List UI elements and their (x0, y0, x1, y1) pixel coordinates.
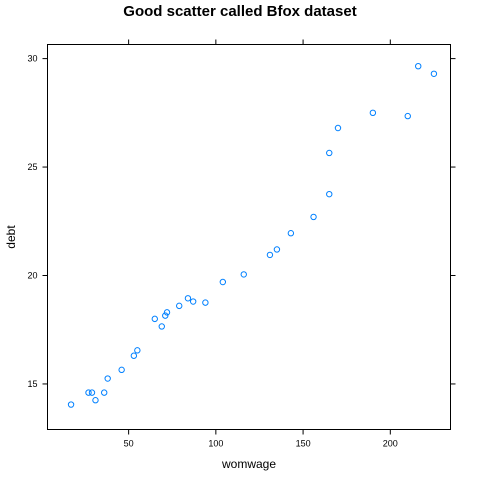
x-tick-label: 200 (383, 439, 398, 449)
data-point (334, 124, 342, 132)
y-axis-ticks: 15 20 25 30 (27, 54, 456, 389)
y-tick-label: 15 (27, 379, 37, 389)
data-point (162, 312, 169, 319)
data-point (151, 315, 158, 323)
data-point (430, 70, 438, 77)
data-point (202, 299, 209, 306)
data-point (240, 271, 247, 278)
data-point (92, 397, 99, 404)
data-point (134, 347, 141, 354)
data-point (273, 246, 281, 253)
data-point (326, 190, 333, 198)
plot-frame (47, 44, 451, 430)
y-tick-label: 30 (27, 54, 37, 64)
y-axis-label: debt (4, 225, 18, 249)
data-point (118, 366, 125, 374)
x-tick-label: 50 (124, 439, 134, 449)
data-points (67, 62, 438, 408)
data-point (85, 389, 92, 396)
data-point (100, 389, 108, 396)
x-tick-label: 100 (208, 439, 223, 449)
data-point (326, 149, 333, 157)
data-point (67, 401, 75, 408)
data-point (415, 62, 422, 70)
data-point (184, 295, 192, 302)
x-tick-label: 150 (296, 439, 311, 449)
data-point (176, 302, 183, 310)
data-point (158, 323, 165, 330)
data-point (189, 298, 197, 305)
x-axis-ticks: 50 100 150 200 (124, 39, 398, 449)
y-tick-label: 25 (27, 162, 37, 172)
data-point (266, 251, 274, 259)
data-point (369, 109, 377, 117)
data-point (310, 213, 317, 221)
data-point (404, 112, 411, 120)
data-point (163, 309, 171, 316)
data-point (287, 230, 295, 237)
data-point (219, 278, 227, 286)
data-point (104, 375, 111, 382)
chart-title: Good scatter called Bfox dataset (123, 3, 356, 20)
data-point (130, 352, 138, 359)
data-point (88, 389, 96, 396)
y-tick-label: 20 (27, 271, 37, 281)
x-axis-label: womwage (221, 457, 276, 471)
